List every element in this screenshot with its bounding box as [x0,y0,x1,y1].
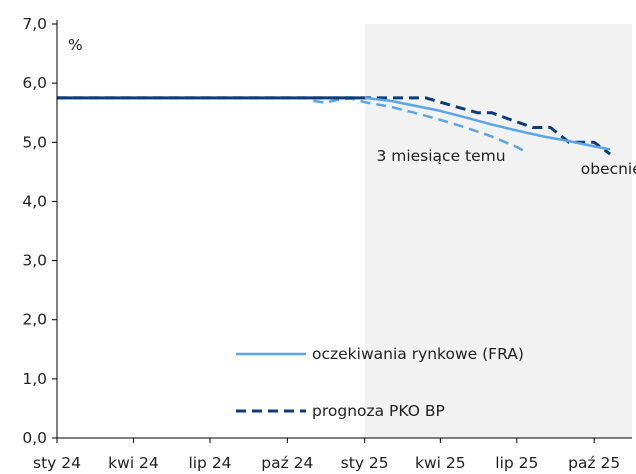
annotation-current: obecnie [581,160,636,178]
x-tick-label: kwi 24 [108,454,159,472]
series-layer [57,96,611,156]
y-tick-label: 7,0 [22,15,47,33]
series-line-1 [313,97,526,153]
y-tick-label: 0,0 [22,429,47,447]
shaded-forecast-region [364,24,632,438]
legend-label-fra: oczekiwania rynkowe (FRA) [312,345,524,363]
y-tick-label: 1,0 [22,370,47,388]
x-tick-label: lip 25 [495,454,538,472]
y-tick-label: 2,0 [22,311,47,329]
y-tick-label: 6,0 [22,74,47,92]
legend: oczekiwania rynkowe (FRA) prognoza PKO B… [236,345,524,420]
x-tick-label: sty 24 [33,454,81,472]
x-tick-label: kwi 25 [415,454,466,472]
x-tick-label: paź 25 [568,454,620,472]
y-tick-label: 5,0 [22,133,47,151]
annotation-3-months-ago: 3 miesiące temu [376,147,505,165]
y-unit-label: % [68,36,83,54]
series-line-2 [57,96,611,151]
y-tick-label: 3,0 [22,252,47,270]
axes-layer: 0,0 1,0 2,0 3,0 4,0 5,0 6,0 7,0 sty 24 kwi 24 lip … [22,15,632,472]
x-tick-label: lip 24 [188,454,231,472]
y-tick-label: 4,0 [22,192,47,210]
x-tick-label: paź 24 [261,454,313,472]
x-tick-label: sty 25 [341,454,389,472]
legend-label-pko: prognoza PKO BP [312,402,445,420]
